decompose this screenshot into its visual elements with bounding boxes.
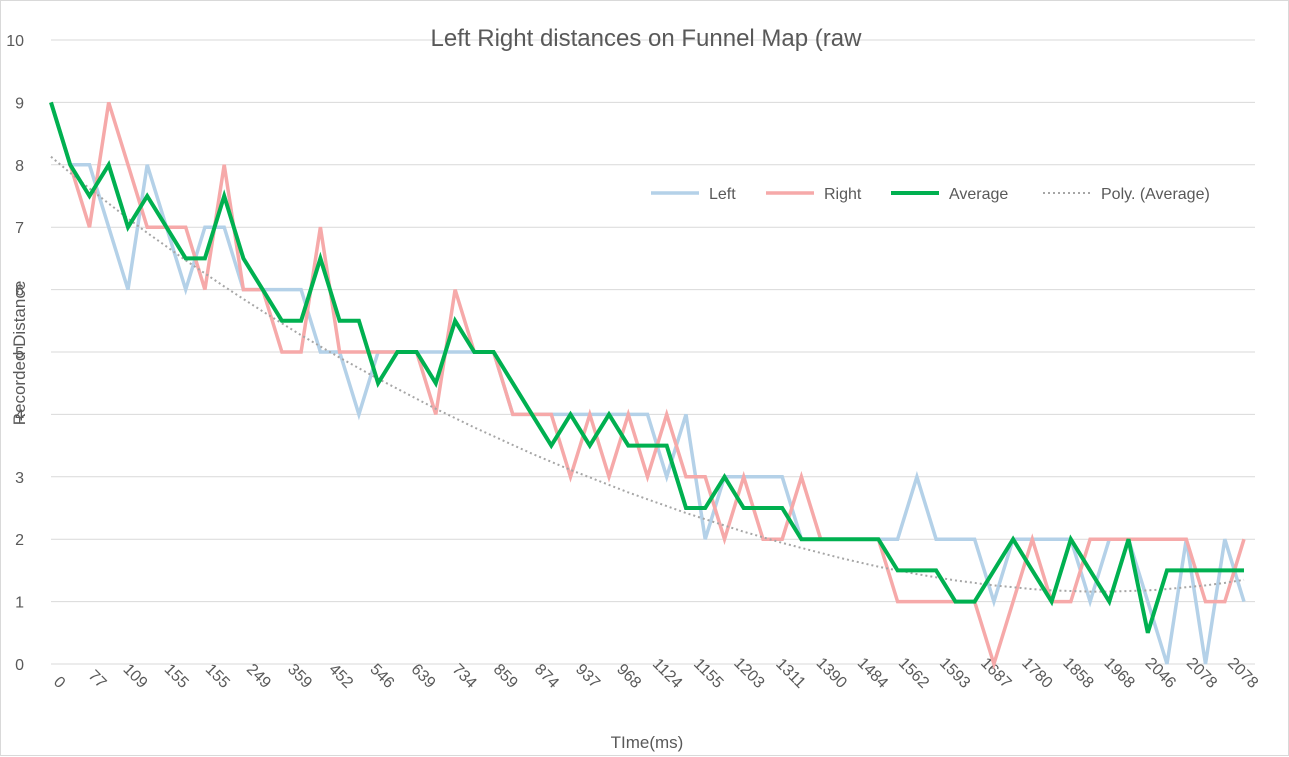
series-line-poly-average	[50, 155, 1245, 593]
x-axis-tick-labels: 0 77 109 155 155 249 359 452 546 639 734 859 874 937 9…	[50, 655, 1261, 692]
x-tick-label: 155	[202, 661, 233, 692]
series-line-left	[49, 101, 1246, 665]
y-tick-label: 10	[6, 33, 24, 50]
x-tick-label: 1858	[1059, 655, 1096, 692]
x-tick-label: 1562	[895, 655, 932, 692]
gridlines	[51, 39, 1255, 665]
x-tick-label: 452	[325, 661, 356, 692]
y-tick-label: 2	[15, 532, 24, 549]
y-tick-label: 7	[15, 220, 24, 237]
x-tick-label: 2078	[1183, 655, 1220, 692]
legend: Left Right Average Poly. (Average)	[651, 186, 1210, 203]
y-tick-label: 0	[15, 657, 24, 674]
x-tick-label: 2078	[1224, 655, 1261, 692]
x-axis-title: TIme(ms)	[611, 733, 684, 752]
y-tick-label: 4	[15, 407, 24, 424]
legend-label: Poly. (Average)	[1101, 186, 1210, 203]
x-tick-label: 77	[85, 667, 110, 692]
chart-title: Left Right distances on Funnel Map (raw	[431, 25, 863, 52]
x-tick-label: 249	[243, 661, 274, 692]
series-lines	[49, 101, 1246, 670]
y-tick-label: 6	[15, 283, 24, 300]
x-tick-label: 359	[284, 661, 315, 692]
x-tick-label: 1593	[936, 655, 973, 692]
x-tick-label: 1311	[772, 655, 808, 691]
legend-label: Right	[824, 186, 862, 203]
x-tick-label: 874	[531, 661, 562, 692]
y-tick-label: 9	[15, 95, 24, 112]
y-axis-tick-labels: 0 1 2 3 4 5 6 7 8 9 10	[6, 33, 24, 674]
y-tick-label: 8	[15, 158, 24, 175]
x-tick-label: 734	[449, 661, 480, 692]
x-tick-label: 639	[408, 661, 439, 692]
x-tick-label: 1203	[730, 655, 767, 692]
x-tick-label: 968	[613, 661, 644, 692]
y-tick-label: 3	[15, 470, 24, 487]
y-tick-label: 1	[15, 595, 24, 612]
x-tick-label: 155	[161, 661, 192, 692]
x-tick-label: 1780	[1018, 655, 1055, 692]
y-tick-label: 5	[15, 345, 24, 362]
series-line-right	[49, 101, 1246, 670]
x-tick-label: 1155	[690, 655, 726, 691]
legend-label: Average	[949, 186, 1008, 203]
series-line-average	[49, 101, 1244, 634]
x-tick-label: 109	[120, 661, 151, 692]
x-tick-label: 1390	[813, 655, 850, 692]
x-tick-label: 2046	[1142, 655, 1179, 692]
x-tick-label: 937	[572, 661, 603, 692]
x-tick-label: 1968	[1101, 655, 1138, 692]
x-tick-label: 0	[50, 674, 68, 692]
legend-label: Left	[709, 186, 736, 203]
x-tick-label: 546	[366, 661, 397, 692]
y-axis-title: Recorded Distance	[10, 281, 29, 426]
x-tick-label: 1484	[854, 655, 891, 692]
x-tick-label: 1124	[649, 655, 685, 691]
x-tick-label: 859	[490, 661, 521, 692]
